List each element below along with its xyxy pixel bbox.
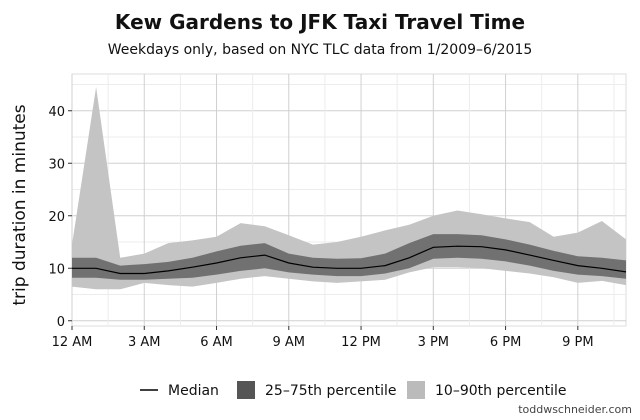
y-tick-label: 20 [48,210,65,225]
y-axis-ticks: 0 10 20 30 40 [48,105,72,330]
grid-lines [71,74,626,326]
x-tick-label: 6 AM [200,335,233,350]
x-tick-label: 12 PM [341,335,381,350]
median-line [72,245,627,275]
x-tick-label: 12 AM [52,335,93,350]
x-tick-label: 9 AM [273,335,306,350]
x-tick-label: 3 PM [418,335,449,350]
x-axis-ticks: 12 AM 3 AM 6 AM 9 AM 12 PM 3 PM 6 PM 9 PM [52,326,594,350]
legend-swatch-25-75 [237,381,255,399]
legend-swatch-10-90 [407,381,425,399]
x-tick-label: 9 PM [562,335,593,350]
x-tick-label: 3 AM [128,335,161,350]
legend: Median 25–75th percentile 10–90th percen… [140,381,566,399]
y-tick-label: 30 [48,157,65,172]
legend-label-25-75: 25–75th percentile [265,383,396,399]
chart-title: Kew Gardens to JFK Taxi Travel Time [114,10,526,34]
legend-label-median: Median [168,383,219,399]
y-axis-title: trip duration in minutes [10,104,30,305]
y-tick-label: 40 [48,105,65,120]
legend-label-10-90: 10–90th percentile [435,383,566,399]
band-25-75 [72,234,626,280]
y-tick-label: 0 [57,315,65,330]
y-tick-label: 10 [48,262,65,277]
chart-subtitle: Weekdays only, based on NYC TLC data fro… [107,42,533,58]
source-credit: toddwschneider.com [518,403,632,416]
plot-background [71,73,627,327]
x-tick-label: 6 PM [490,335,521,350]
